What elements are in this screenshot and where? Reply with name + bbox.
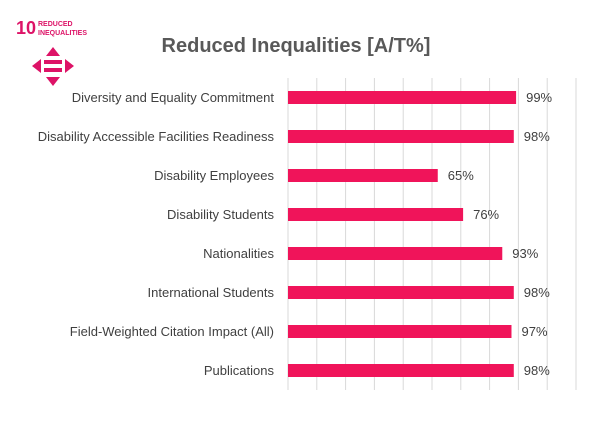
logo-goal-number: 10 bbox=[16, 18, 36, 38]
equality-icon bbox=[32, 47, 74, 86]
bar bbox=[288, 247, 503, 260]
bars bbox=[288, 91, 517, 377]
category-labels: Diversity and Equality Commitment Disabil… bbox=[38, 90, 275, 378]
bar bbox=[288, 364, 514, 377]
category-label: Nationalities bbox=[203, 246, 274, 261]
data-label: 98% bbox=[524, 285, 550, 300]
bar bbox=[288, 91, 517, 104]
bar bbox=[288, 208, 464, 221]
data-label: 97% bbox=[521, 324, 547, 339]
bar bbox=[288, 169, 438, 182]
bar bbox=[288, 286, 514, 299]
value-labels: 99% 98% 65% 76% 93% 98% 97% 98% bbox=[448, 90, 553, 378]
category-label: Publications bbox=[204, 363, 275, 378]
bar bbox=[288, 130, 514, 143]
category-label: International Students bbox=[148, 285, 275, 300]
data-label: 65% bbox=[448, 168, 474, 183]
category-label: Field-Weighted Citation Impact (All) bbox=[70, 324, 274, 339]
gridlines bbox=[287, 78, 577, 390]
data-label: 98% bbox=[524, 363, 550, 378]
sdg-logo: 10 REDUCED INEQUALITIES bbox=[16, 18, 87, 86]
bar bbox=[288, 325, 512, 338]
logo-line-2: INEQUALITIES bbox=[38, 30, 87, 37]
data-label: 93% bbox=[512, 246, 538, 261]
category-label: Diversity and Equality Commitment bbox=[72, 90, 275, 105]
chart-title: Reduced Inequalities [A/T%] bbox=[162, 35, 431, 57]
category-label: Disability Students bbox=[167, 207, 274, 222]
category-label: Disability Accessible Facilities Readine… bbox=[38, 129, 275, 144]
category-label: Disability Employees bbox=[154, 168, 274, 183]
data-label: 76% bbox=[473, 207, 499, 222]
data-label: 99% bbox=[526, 90, 552, 105]
data-label: 98% bbox=[524, 129, 550, 144]
logo-line-1: REDUCED bbox=[38, 21, 73, 28]
